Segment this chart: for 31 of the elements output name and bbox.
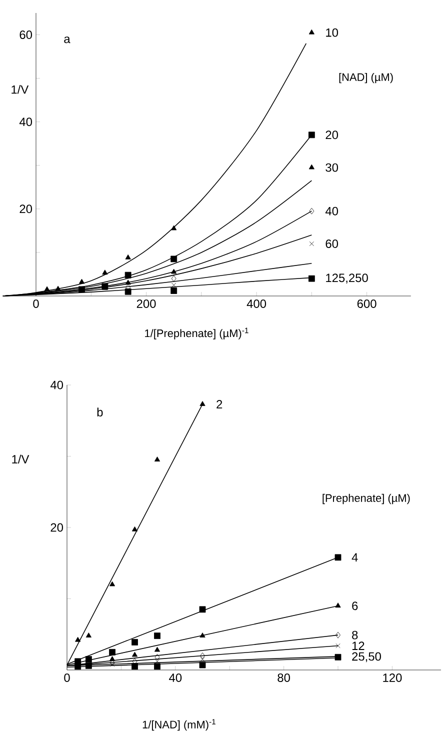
y-axis-title: 1/V [12, 85, 29, 94]
series-label: 12 [352, 642, 364, 650]
legend-title: [Prephenate] (µM) [322, 494, 410, 504]
y-axis-title: 1/V [12, 454, 30, 464]
series-label: 25,50 [352, 652, 381, 662]
y-tick-label: 20 [20, 204, 32, 214]
x-tick-label: 400 [246, 300, 266, 308]
series-label: 4 [352, 553, 358, 562]
series-label: 20 [326, 130, 338, 140]
series-label: 2 [216, 400, 222, 408]
series-label: 8 [352, 630, 358, 640]
text: a [64, 36, 70, 44]
x-tick-label: 200 [136, 300, 156, 308]
series-label: 125,250 [326, 274, 368, 284]
x-axis-title: 1/[NAD] (mM)$^{-1}$ [142, 719, 216, 731]
y-tick-label: 40 [19, 118, 32, 126]
x-tick-label: 120 [383, 674, 402, 682]
series-label: 10 [326, 28, 338, 37]
series-label: 30 [326, 163, 338, 172]
series-label: 6 [352, 602, 358, 610]
series-label: 60 [326, 240, 338, 248]
y-tick-label: 60 [20, 30, 32, 39]
x-tick-label: 600 [357, 300, 376, 308]
x-tick-label: 0 [64, 674, 70, 682]
text: b [97, 408, 103, 416]
series-label: 40 [325, 206, 338, 216]
x-tick-label: 0 [33, 300, 39, 308]
x-tick-label: 40 [169, 674, 182, 682]
x-tick-label: 80 [278, 674, 290, 682]
legend-title: [NAD] (µM) [339, 72, 393, 84]
x-axis-title: 1/[Prephenate] (µM)$^{-1}$ [145, 328, 248, 340]
